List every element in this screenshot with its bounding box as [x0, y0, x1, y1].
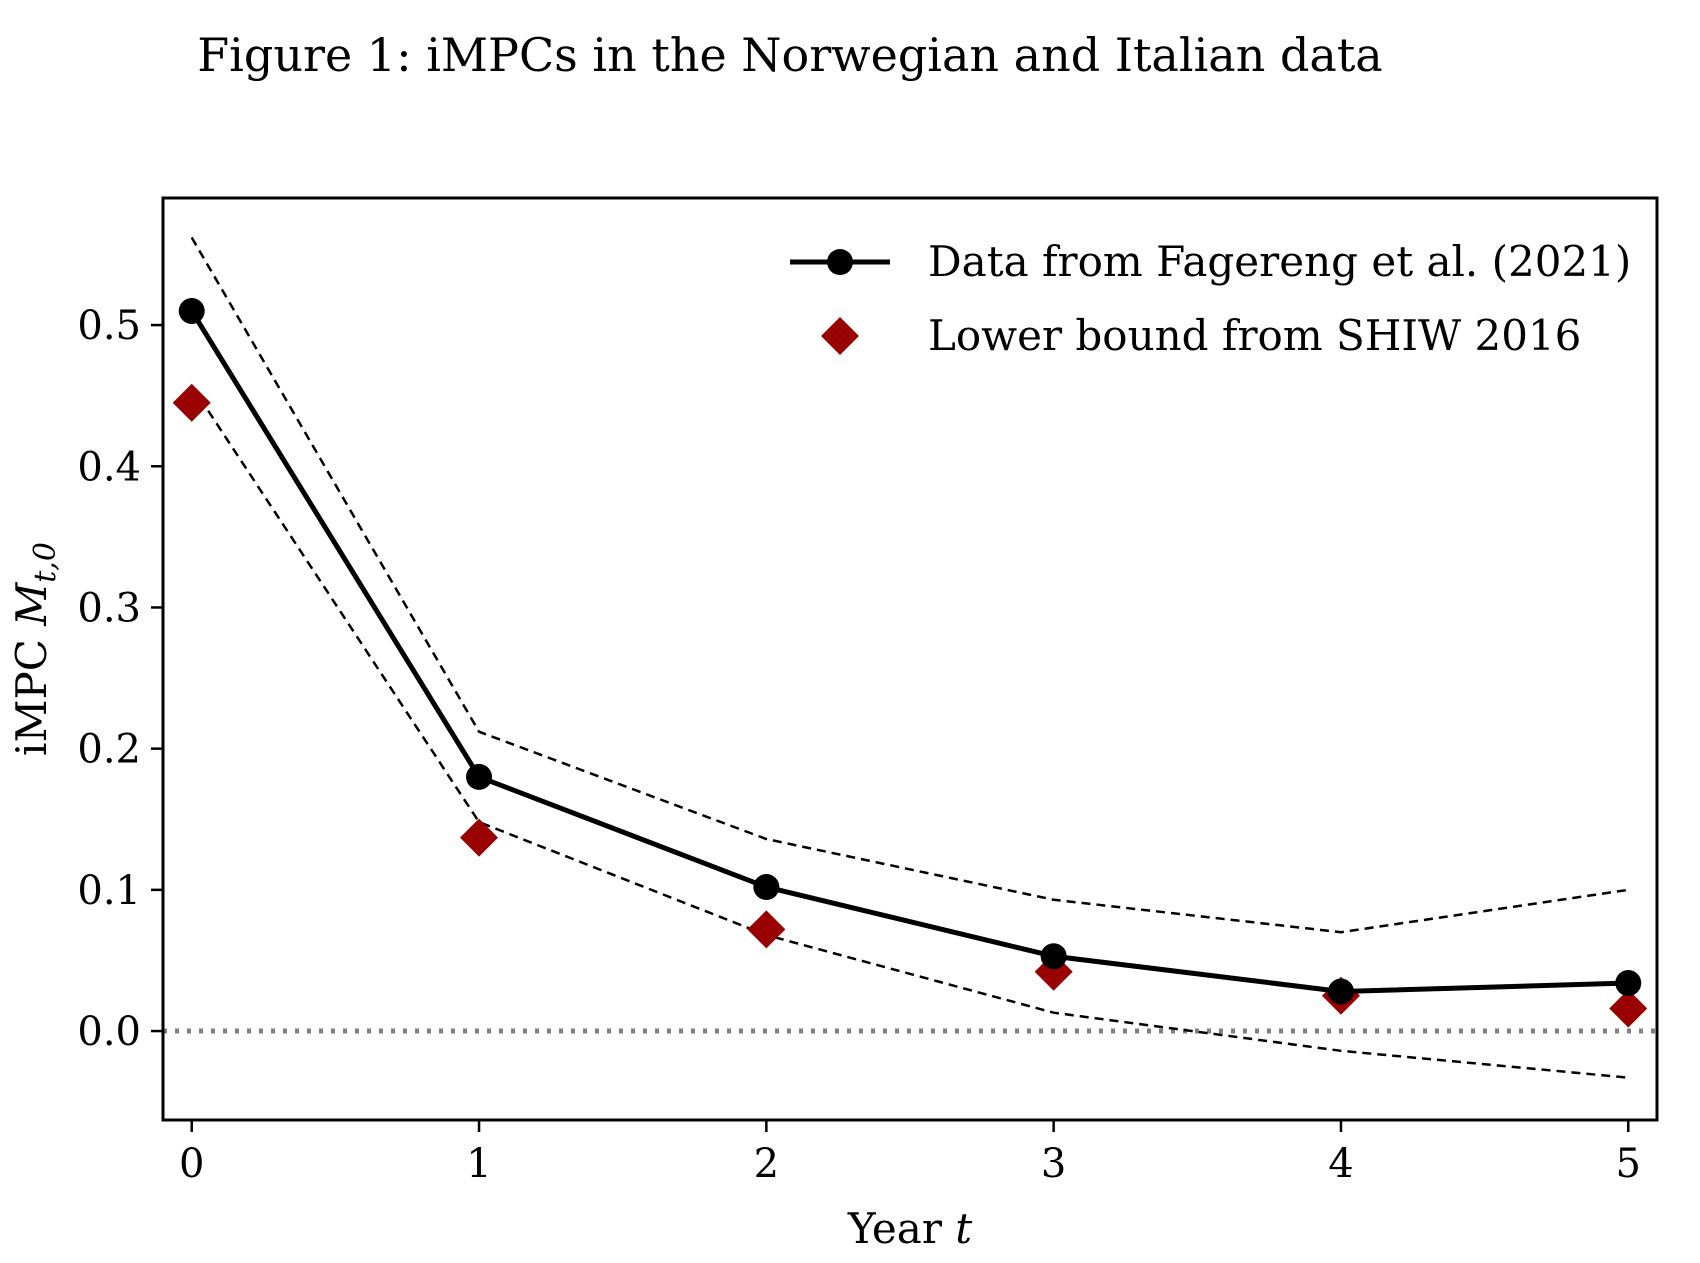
x-tick-label: 3 [1041, 1141, 1066, 1187]
y-tick-label: 0.1 [77, 868, 141, 914]
fagereng-data-point [178, 297, 205, 324]
y-tick-label: 0.2 [77, 727, 141, 773]
y-tick-label: 0.4 [77, 444, 141, 490]
plot-frame [161, 196, 1659, 1122]
legend: Data from Fagereng et al. (2021) Lower bo… [790, 237, 1631, 360]
x-tick-label: 1 [466, 1141, 491, 1187]
axes: 0 1 2 3 4 5 0.0 0.1 0.2 0.3 0.4 0.5 Year t iMPC Mt,0 [7, 196, 1659, 1253]
y-tick-label: 0.5 [77, 303, 141, 349]
y-tick-label: 0.3 [77, 585, 141, 631]
plot-area [163, 236, 1657, 1079]
legend-circle-marker [827, 249, 853, 275]
fagereng-data-point [1615, 970, 1642, 997]
fagereng-series-line [189, 309, 1629, 995]
y-tick-label: 0.0 [77, 1009, 141, 1055]
fagereng-data-point [753, 874, 780, 901]
x-tick-label: 2 [754, 1141, 779, 1187]
legend-diamond-marker [821, 317, 859, 355]
x-axis-label: Year t [847, 1204, 972, 1253]
x-tick-label: 5 [1616, 1141, 1641, 1187]
shiw-diamond-point [1609, 989, 1648, 1028]
upper-band-line [190, 236, 1629, 934]
lower-band-line [190, 385, 1629, 1079]
shiw-diamond-point [460, 818, 499, 857]
legend-label-shiw: Lower bound from SHIW 2016 [928, 311, 1581, 360]
figure-title: Figure 1: iMPCs in the Norwegian and Ita… [197, 28, 1383, 82]
x-tick-label: 0 [179, 1141, 204, 1187]
legend-label-fagereng: Data from Fagereng et al. (2021) [928, 237, 1631, 286]
shiw-diamond-point [172, 383, 211, 422]
fagereng-data-point [1040, 943, 1067, 970]
fagereng-data-point [1327, 978, 1354, 1005]
shiw-diamond-point [747, 910, 786, 949]
x-tick-label: 4 [1328, 1141, 1353, 1187]
fagereng-data-point [466, 763, 493, 790]
y-axis-label: iMPC Mt,0 [7, 542, 63, 756]
